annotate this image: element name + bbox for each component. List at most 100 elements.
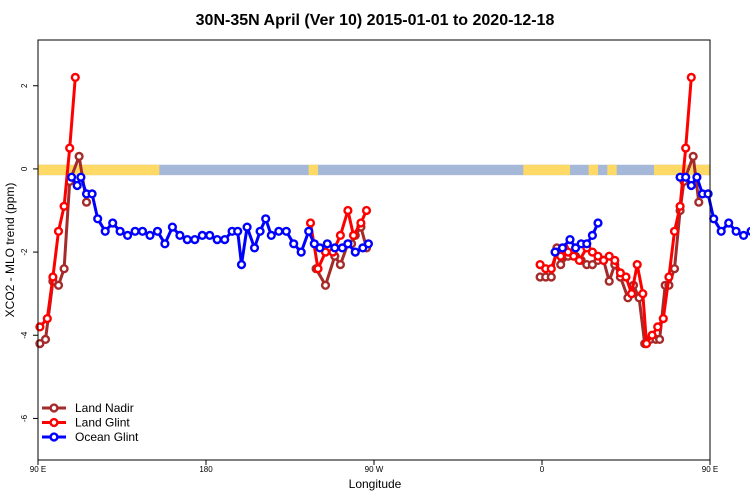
data-point: [658, 314, 668, 324]
data-point: [669, 264, 680, 274]
data-point: [145, 230, 155, 241]
data-point: [100, 226, 110, 236]
data-point: [546, 272, 556, 282]
data-point: [582, 239, 592, 249]
data-point: [197, 230, 207, 241]
data-point: [266, 230, 276, 241]
data-point: [261, 214, 271, 224]
data-point: [335, 260, 346, 270]
y-tick-label: 0: [20, 166, 29, 171]
data-point: [675, 201, 685, 211]
data-point: [638, 289, 648, 299]
data-point: [320, 280, 331, 290]
data-point: [48, 272, 58, 282]
legend-label: Land Glint: [75, 416, 130, 430]
plot-frame: [37, 39, 711, 461]
data-point: [716, 226, 726, 236]
data-point: [686, 72, 696, 83]
x-tick-label: 90 W: [365, 465, 384, 474]
data-point: [593, 218, 603, 228]
data-point: [350, 247, 360, 257]
data-point: [289, 239, 299, 249]
data-point: [130, 226, 140, 236]
data-point: [296, 247, 306, 257]
series-ocean-glint: [66, 172, 750, 270]
x-axis-label: Longitude: [349, 477, 402, 491]
data-point: [653, 322, 663, 332]
data-point: [647, 330, 657, 340]
data-point: [604, 251, 614, 261]
data-point: [40, 334, 51, 345]
data-point: [363, 239, 374, 249]
x-tick-label: 180: [199, 465, 213, 474]
data-point: [167, 222, 178, 232]
data-point: [59, 201, 69, 211]
land-band-segment: [654, 164, 710, 176]
data-point: [93, 214, 103, 224]
chart-title: 30N-35N April (Ver 10) 2015-01-01 to 202…: [196, 12, 555, 29]
data-point: [313, 264, 323, 274]
data-point: [694, 197, 704, 207]
y-axis-label: XCO2 - MLO trend (ppm): [3, 183, 17, 318]
data-point: [59, 264, 69, 274]
data-point: [160, 239, 170, 249]
x-tick-label: 90 E: [702, 465, 718, 474]
data-point: [108, 218, 118, 228]
data-point: [315, 243, 325, 253]
data-point: [343, 205, 353, 216]
y-tick-label: -4: [20, 331, 29, 339]
legend-label: Ocean Glint: [75, 430, 139, 444]
data-point: [654, 334, 665, 345]
land-band-segment: [588, 164, 598, 176]
data-point: [681, 143, 691, 153]
data-point: [604, 276, 614, 286]
data-point: [361, 205, 372, 216]
data-point: [190, 235, 200, 245]
data-point: [281, 226, 291, 236]
land-ocean-band: [38, 164, 710, 176]
data-point: [115, 226, 125, 236]
data-point: [242, 222, 252, 232]
data-point: [72, 180, 82, 191]
data-point: [738, 230, 749, 241]
data-point: [70, 72, 80, 83]
data-point: [664, 272, 674, 282]
data-point: [66, 172, 77, 182]
data-point: [593, 251, 603, 261]
data-point: [322, 239, 332, 249]
data-point: [137, 226, 148, 236]
data-point: [688, 151, 698, 162]
x-tick-label: 90 E: [30, 465, 46, 474]
legend-marker: [49, 432, 59, 442]
legend-marker: [49, 417, 59, 428]
data-point: [274, 226, 284, 236]
data-point: [205, 230, 215, 241]
data-point: [546, 264, 556, 274]
x-tick-label: 0: [540, 465, 545, 474]
data-point: [556, 260, 566, 270]
data-point: [53, 280, 64, 290]
legend-marker: [49, 403, 59, 413]
data-point: [152, 226, 163, 236]
data-point: [565, 235, 575, 245]
data-point: [212, 235, 222, 245]
legend-label: Land Nadir: [75, 401, 134, 415]
data-point: [182, 235, 192, 245]
data-point: [122, 230, 133, 241]
data-point: [709, 214, 719, 224]
data-point: [81, 197, 92, 207]
data-point: [236, 260, 247, 270]
ocean-band: [38, 164, 710, 176]
axes: 90 E 180 90 W 0 90 E 2 0 -2 -4 -6: [20, 83, 718, 474]
data-point: [550, 247, 560, 257]
data-point: [305, 218, 316, 228]
y-tick-label: 2: [20, 83, 29, 88]
data-point: [569, 251, 579, 261]
data-point: [42, 314, 52, 324]
data-point: [74, 151, 84, 162]
data-point: [641, 339, 652, 349]
data-point: [724, 218, 734, 228]
series-group: [35, 72, 750, 349]
